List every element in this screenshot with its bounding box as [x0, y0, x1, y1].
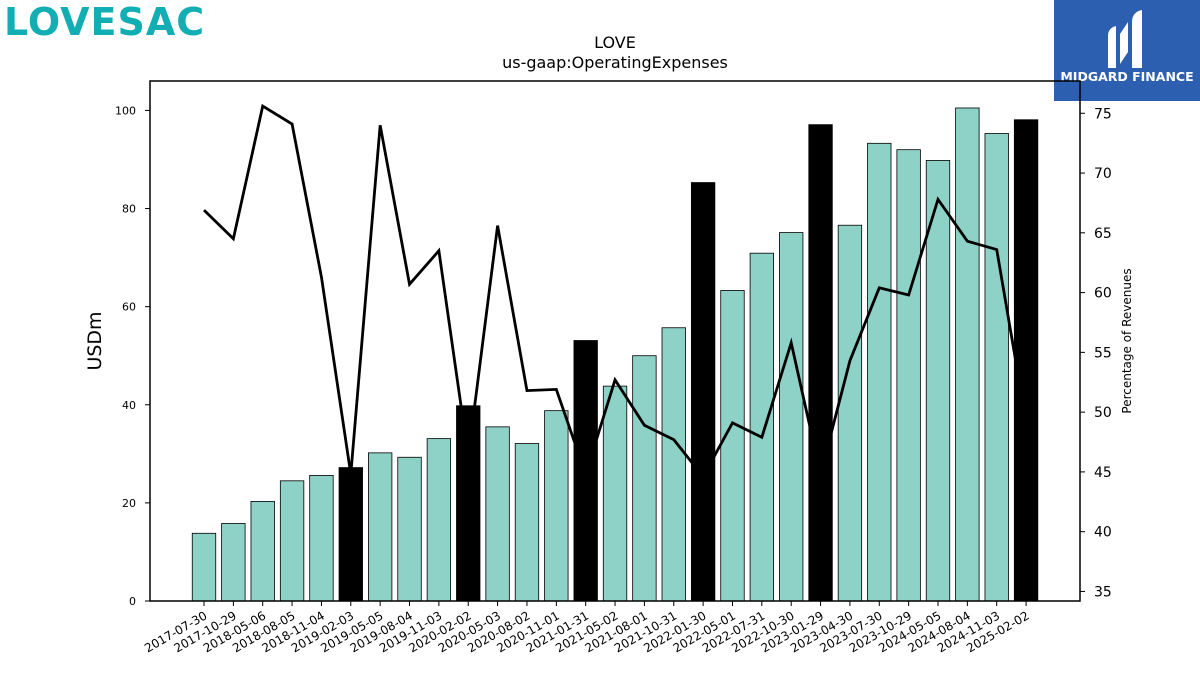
- bar-2020-02-02: [456, 405, 481, 602]
- midgard-logo-text: MIDGARD FINANCE: [1060, 69, 1194, 84]
- y2-tick-label: 45: [1094, 465, 1112, 481]
- bar-2020-08-02: [514, 443, 540, 602]
- midgard-finance-logo: MIDGARD FINANCE: [1054, 0, 1200, 101]
- y2-tick-label: 75: [1094, 106, 1112, 122]
- bar-series: [191, 107, 1039, 602]
- chart-subtitle: us-gaap:OperatingExpenses: [502, 53, 728, 72]
- bar-2019-02-03: [338, 467, 363, 602]
- lovesac-logo: LOVESAC: [4, 0, 205, 44]
- y-axis-label: USDm: [84, 311, 106, 370]
- bar-2022-10-30: [779, 232, 804, 602]
- y2-tick-label: 40: [1094, 525, 1112, 541]
- y-tick-label: 40: [122, 399, 136, 412]
- y-tick-label: 80: [122, 203, 136, 216]
- bar-2018-05-06: [250, 501, 275, 602]
- midgard-m-icon: [1108, 10, 1142, 68]
- bar-2018-11-04: [309, 475, 334, 602]
- bar-2019-11-03: [426, 438, 452, 602]
- bar-2022-05-01: [720, 290, 745, 602]
- bar-2023-10-29: [896, 149, 921, 602]
- y2-tick-label: 65: [1094, 226, 1112, 242]
- bar-2023-07-30: [867, 142, 892, 602]
- y2-tick-label: 55: [1094, 345, 1112, 361]
- line-series: [203, 103, 1028, 480]
- y-tick-label: 0: [129, 595, 136, 608]
- y2-tick-label: 50: [1094, 405, 1112, 421]
- bar-2021-10-31: [661, 327, 686, 602]
- bar-2019-08-04: [397, 456, 422, 602]
- y2-tick-label: 60: [1094, 286, 1112, 302]
- y2-axis-label: Percentage of Revenues: [1120, 268, 1134, 413]
- bar-2023-04-30: [837, 224, 863, 602]
- bar-2020-11-01: [544, 410, 569, 602]
- lovesac-logo-text: LOVESAC: [4, 0, 206, 44]
- bar-2017-07-30: [191, 532, 217, 602]
- y2-tick-label: 35: [1094, 584, 1112, 600]
- bar-2025-02-02: [1013, 119, 1039, 602]
- bar-2023-01-29: [808, 124, 833, 602]
- bar-2017-10-29: [221, 523, 246, 602]
- y-tick-label: 60: [122, 301, 136, 314]
- bar-2020-05-03: [485, 426, 510, 602]
- bar-2024-08-04: [955, 107, 980, 602]
- y2-tick-label: 70: [1094, 166, 1112, 182]
- bar-2024-11-03: [984, 133, 1009, 602]
- y-tick-label: 20: [122, 497, 136, 510]
- bar-2022-01-30: [690, 182, 716, 602]
- bar-2021-08-01: [632, 355, 657, 602]
- chart-title: LOVE: [594, 33, 636, 52]
- bar-2021-05-02: [602, 385, 628, 602]
- bar-2018-08-05: [279, 480, 305, 602]
- bar-2019-05-05: [368, 452, 393, 602]
- y-tick-label: 100: [115, 104, 136, 117]
- percentage-of-revenues-line: [203, 103, 1028, 480]
- bar-2022-07-31: [749, 252, 774, 602]
